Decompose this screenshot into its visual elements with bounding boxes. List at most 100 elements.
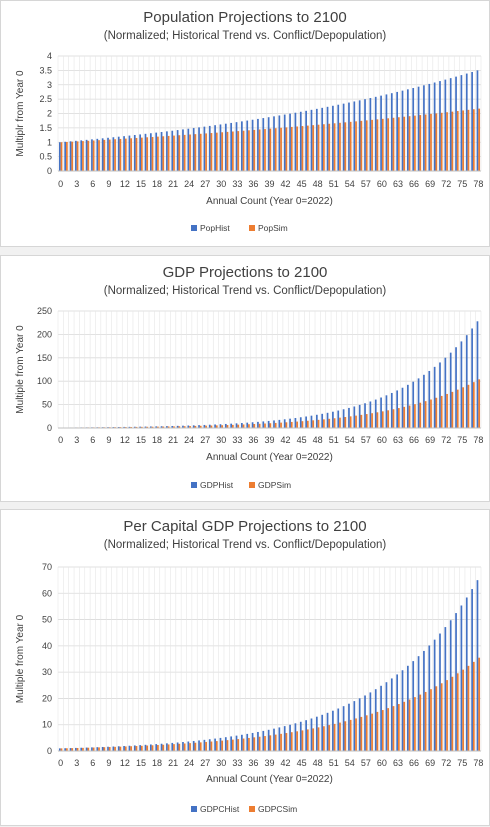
bar-popsim xyxy=(312,125,314,171)
bar-popsim xyxy=(355,121,357,171)
bar-gdpcsim xyxy=(136,746,138,751)
bar-pophist xyxy=(220,124,222,171)
bar-popsim xyxy=(435,113,437,171)
bar-gdpchist xyxy=(434,640,436,751)
bar-gdpchist xyxy=(91,747,93,751)
bar-pophist xyxy=(391,93,393,171)
bar-pophist xyxy=(461,75,463,171)
x-tick-label: 45 xyxy=(297,179,307,189)
bar-gdpcsim xyxy=(243,739,245,751)
bar-pophist xyxy=(150,133,152,171)
bar-pophist xyxy=(434,83,436,171)
x-tick-label: 48 xyxy=(313,435,323,445)
bar-pophist xyxy=(327,107,329,171)
bar-gdphist xyxy=(471,328,473,428)
bar-popsim xyxy=(178,135,180,171)
x-tick-label: 72 xyxy=(441,758,451,768)
bar-pophist xyxy=(182,129,184,171)
bar-gdpcsim xyxy=(275,735,277,751)
bar-gdpchist xyxy=(118,746,120,751)
bar-gdphist xyxy=(321,414,323,428)
x-tick-label: 0 xyxy=(58,758,63,768)
bar-gdpchist xyxy=(466,597,468,751)
x-tick-label: 0 xyxy=(58,179,63,189)
bar-pophist xyxy=(214,125,216,171)
y-tick-label: 1 xyxy=(47,137,52,147)
bar-pophist xyxy=(412,88,414,171)
y-axis-label: Multiplr from Year 0 xyxy=(15,70,26,157)
bar-popsim xyxy=(162,136,164,171)
bar-gdpcsim xyxy=(361,717,363,751)
bar-gdphist xyxy=(220,424,222,428)
bar-gdpchist xyxy=(230,736,232,751)
bar-popsim xyxy=(457,111,459,171)
x-tick-label: 15 xyxy=(136,179,146,189)
bar-gdpsim xyxy=(334,418,336,428)
bar-gdphist xyxy=(396,390,398,428)
x-tick-label: 24 xyxy=(184,435,194,445)
legend-label: GDPHist xyxy=(200,480,234,490)
bar-gdpchist xyxy=(182,742,184,751)
bar-popsim xyxy=(152,137,154,171)
bar-popsim xyxy=(350,122,352,171)
bar-popsim xyxy=(366,120,368,171)
bar-pophist xyxy=(171,131,173,171)
y-tick-label: 0.5 xyxy=(39,152,52,162)
bar-gdpsim xyxy=(414,404,416,428)
bar-popsim xyxy=(430,114,432,171)
bar-pophist xyxy=(113,137,115,171)
bar-pophist xyxy=(166,131,168,171)
bar-gdpchist xyxy=(209,739,211,751)
bar-popsim xyxy=(318,125,320,171)
bar-gdpchist xyxy=(262,731,264,751)
y-tick-label: 40 xyxy=(42,641,52,651)
x-tick-label: 15 xyxy=(136,435,146,445)
bar-gdpchist xyxy=(471,589,473,751)
bar-gdphist xyxy=(353,406,355,428)
x-tick-label: 60 xyxy=(377,758,387,768)
bar-gdphist xyxy=(375,400,377,428)
bar-pophist xyxy=(364,99,366,171)
bar-pophist xyxy=(230,123,232,171)
legend-swatch xyxy=(191,806,197,812)
bar-gdpcsim xyxy=(114,747,116,751)
bar-pophist xyxy=(246,121,248,171)
bar-gdpsim xyxy=(339,418,341,428)
bar-gdphist xyxy=(252,422,254,428)
bar-popsim xyxy=(307,126,309,171)
bar-gdpcsim xyxy=(216,741,218,751)
bar-gdpsim xyxy=(409,406,411,428)
x-tick-label: 45 xyxy=(297,758,307,768)
bar-gdpchist xyxy=(316,717,318,751)
bar-gdphist xyxy=(284,419,286,428)
bar-gdpcsim xyxy=(419,695,421,751)
x-tick-label: 57 xyxy=(361,179,371,189)
bar-gdpchist xyxy=(332,711,334,751)
bar-pophist xyxy=(161,132,163,171)
x-tick-label: 66 xyxy=(409,179,419,189)
bar-popsim xyxy=(361,121,363,171)
bar-gdpcsim xyxy=(168,744,170,751)
bar-popsim xyxy=(211,133,213,171)
bar-gdpcsim xyxy=(189,743,191,751)
bar-gdpcsim xyxy=(328,725,330,751)
x-tick-label: 6 xyxy=(90,435,95,445)
bar-gdpcsim xyxy=(452,677,454,751)
bar-gdpcsim xyxy=(393,706,395,751)
bar-gdpchist xyxy=(134,745,136,751)
y-tick-label: 20 xyxy=(42,693,52,703)
x-tick-label: 54 xyxy=(345,179,355,189)
bar-pophist xyxy=(236,122,238,171)
bar-gdpcsim xyxy=(178,744,180,751)
bar-pophist xyxy=(471,72,473,171)
bar-pophist xyxy=(129,136,131,171)
legend-swatch xyxy=(191,482,197,488)
bar-popsim xyxy=(264,129,266,171)
x-tick-label: 54 xyxy=(345,435,355,445)
x-tick-label: 42 xyxy=(281,435,291,445)
bar-pophist xyxy=(96,139,98,171)
x-tick-label: 21 xyxy=(168,179,178,189)
legend-label: PopHist xyxy=(200,223,230,233)
